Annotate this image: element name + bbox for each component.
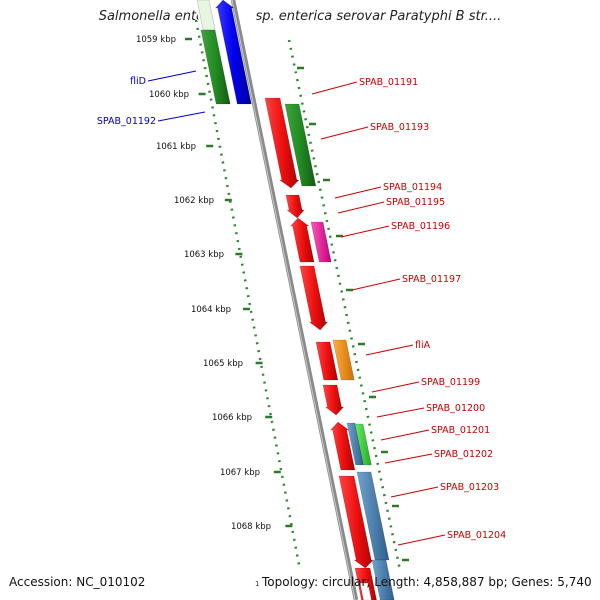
gene-fliA-red	[315, 341, 339, 381]
label-leader-line	[371, 381, 420, 393]
backbone-highlight	[231, 0, 356, 600]
kbp-tick-label: 1059 kbp	[136, 35, 176, 45]
label-leader-line	[384, 453, 433, 464]
gene-SPAB_01195	[289, 217, 315, 263]
gene-label-right: SPAB_01191	[359, 77, 418, 88]
gene-SPAB_01202	[354, 423, 372, 466]
kbp-tick-label: 1062 kbp	[174, 196, 214, 206]
gene-label-right: SPAB_01196	[391, 221, 450, 232]
gene-label-right: SPAB_01204	[447, 530, 506, 541]
gene-label-left: SPAB_01192	[97, 116, 156, 127]
label-leader-line	[340, 225, 390, 238]
gene-fliA	[332, 339, 355, 381]
kbp-tick-label: 1065 kbp	[203, 359, 243, 369]
start-marker: 1	[255, 580, 260, 588]
gene-label-right: SPAB_01201	[431, 425, 490, 436]
label-leader-line	[334, 186, 382, 199]
label-leader-line	[147, 70, 197, 82]
gene-label-right: SPAB_01194	[383, 182, 442, 193]
kbp-tick-label: 1060 kbp	[149, 90, 189, 100]
gene-SPAB_01204	[356, 471, 390, 561]
gene-label-right: fliA	[415, 340, 431, 351]
gene-SPAB_01194	[285, 194, 305, 219]
gene-label-right: SPAB_01193	[370, 122, 429, 133]
gene-label-right: SPAB_01203	[440, 482, 499, 493]
topology-text: Topology: circular; Length: 4,858,887 bp…	[262, 575, 592, 589]
label-leader-line	[390, 486, 439, 498]
gene-label-right: SPAB_01200	[426, 403, 485, 414]
label-leader-line	[351, 278, 401, 291]
gene-SPAB_01191	[264, 97, 300, 189]
gene-label-right: SPAB_01199	[421, 377, 480, 388]
label-leader-line	[365, 344, 414, 356]
gene-label-right: SPAB_01197	[402, 274, 461, 285]
gene-SPAB_01200	[329, 421, 356, 471]
gene-SPAB_01199	[322, 384, 345, 416]
label-leader-line	[337, 201, 385, 214]
label-leader-line	[157, 111, 206, 122]
kbp-tick-label: 1063 kbp	[184, 250, 224, 260]
kbp-tick-label: 1061 kbp	[156, 142, 196, 152]
label-leader-line	[376, 407, 425, 418]
gene-SPAB_01197	[299, 265, 329, 331]
gene-label-right: SPAB_01202	[434, 449, 493, 460]
gene-SPAB_01196	[310, 221, 332, 263]
genome-backbone	[230, 0, 359, 600]
accession-text: Accession: NC_010102	[9, 575, 146, 589]
kbp-tick-label: 1066 kbp	[212, 413, 252, 423]
label-leader-line	[380, 429, 430, 441]
kbp-tick-label: 1064 kbp	[191, 305, 231, 315]
label-leader-line	[311, 81, 358, 95]
gene-bottom-white	[359, 582, 372, 600]
kbp-tick-label: 1067 kbp	[220, 468, 260, 478]
genes	[196, 0, 395, 600]
label-leader-line	[397, 534, 446, 546]
gene-SPAB_01193	[284, 103, 317, 187]
gene-label-right: SPAB_01195	[386, 197, 445, 208]
gene-SPAB_01192	[214, 0, 252, 105]
gene-light-green	[196, 0, 216, 31]
gene-SPAB_01203	[338, 475, 374, 569]
gene-labels: fliD SPAB_01192 SPAB_01191 SPAB_01193 SPAB_0…	[97, 70, 506, 546]
gene-label-left: fliD	[130, 76, 146, 87]
kbp-ticks: 1059 kbp 1060 kbp 1061 kbp 1062 kbp 1063 kbp…	[136, 35, 409, 562]
kbp-tick-label: 1068 kbp	[231, 522, 271, 532]
label-leader-line	[320, 126, 369, 140]
track-band	[195, 0, 360, 600]
gene-fliD	[200, 29, 231, 105]
gene-bottom-steel	[371, 559, 395, 600]
